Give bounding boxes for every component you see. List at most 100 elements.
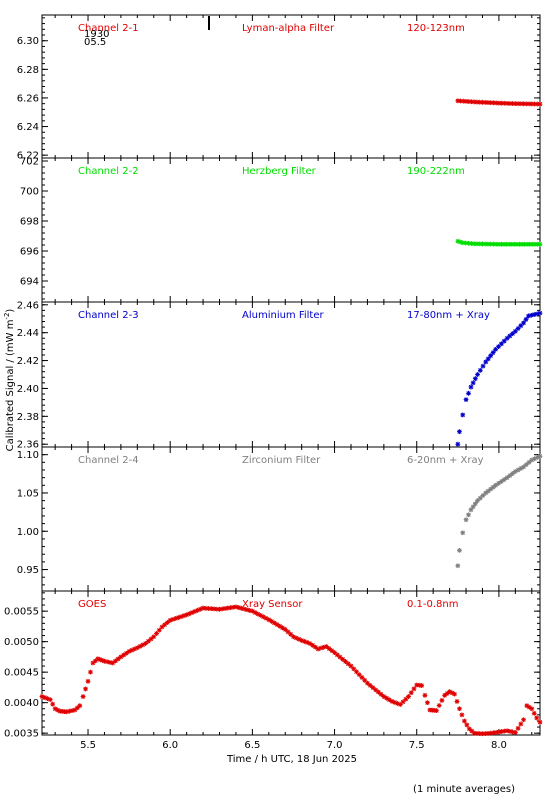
series-points bbox=[455, 98, 543, 107]
data-point bbox=[485, 488, 491, 494]
data-point bbox=[498, 479, 504, 484]
data-point bbox=[192, 609, 198, 614]
data-point bbox=[107, 659, 113, 665]
y-tick-label: 1.10 bbox=[17, 450, 39, 461]
data-point bbox=[526, 704, 532, 710]
data-point bbox=[104, 659, 110, 665]
data-point bbox=[532, 101, 537, 107]
data-point bbox=[507, 473, 513, 478]
panel-filter-label: Herzberg Filter bbox=[242, 166, 317, 177]
y-tick-label: 694 bbox=[20, 277, 39, 288]
data-point bbox=[529, 101, 535, 107]
data-point bbox=[537, 241, 543, 247]
data-point bbox=[480, 731, 485, 737]
data-point bbox=[123, 650, 129, 656]
data-point bbox=[510, 331, 516, 337]
data-point bbox=[504, 100, 510, 106]
data-point bbox=[408, 690, 414, 696]
data-point bbox=[115, 656, 121, 662]
data-point bbox=[77, 703, 83, 709]
data-point bbox=[458, 98, 463, 104]
data-point bbox=[72, 707, 78, 713]
data-point bbox=[126, 649, 132, 654]
data-point bbox=[485, 356, 491, 362]
data-point bbox=[302, 639, 307, 644]
y-tick-label: 1.05 bbox=[17, 488, 39, 499]
data-point bbox=[507, 728, 513, 734]
data-point bbox=[233, 604, 239, 610]
data-point bbox=[455, 98, 461, 104]
data-point bbox=[159, 624, 165, 630]
y-axis-label-exponent: -2 bbox=[3, 313, 11, 320]
data-point bbox=[507, 333, 513, 339]
data-point bbox=[475, 372, 480, 377]
data-point bbox=[321, 644, 326, 650]
data-point bbox=[452, 691, 457, 697]
data-point bbox=[134, 645, 140, 651]
data-point bbox=[312, 644, 318, 650]
data-point bbox=[518, 101, 524, 107]
data-point bbox=[200, 605, 206, 611]
panel-channel-label: Channel 2-2 bbox=[78, 166, 139, 177]
data-point bbox=[529, 457, 535, 463]
data-point bbox=[526, 313, 531, 319]
data-point bbox=[151, 634, 157, 640]
data-point bbox=[170, 616, 176, 622]
data-point bbox=[493, 482, 499, 488]
data-point bbox=[490, 350, 496, 355]
data-point bbox=[522, 241, 527, 247]
y-tick-label: 696 bbox=[20, 247, 39, 258]
data-point bbox=[496, 729, 502, 735]
data-point bbox=[501, 100, 507, 106]
data-point bbox=[488, 100, 494, 106]
data-point bbox=[527, 241, 533, 247]
corner-text-1: 1930 bbox=[84, 29, 109, 40]
data-point bbox=[83, 686, 88, 692]
data-point bbox=[504, 241, 510, 247]
data-point bbox=[460, 240, 466, 246]
data-point bbox=[535, 241, 540, 247]
data-point bbox=[457, 239, 463, 245]
data-point bbox=[480, 99, 485, 105]
data-point bbox=[288, 631, 294, 637]
x-tick-label: 6.5 bbox=[244, 740, 260, 751]
data-point bbox=[326, 646, 332, 651]
data-point bbox=[356, 672, 362, 677]
data-point bbox=[523, 462, 529, 468]
data-point bbox=[384, 695, 390, 701]
data-point bbox=[480, 493, 486, 498]
data-point bbox=[507, 101, 513, 106]
data-point bbox=[173, 616, 179, 621]
data-point bbox=[474, 99, 480, 105]
data-point bbox=[512, 469, 518, 474]
data-point bbox=[528, 312, 534, 318]
data-point bbox=[140, 642, 146, 648]
panel-frame bbox=[41, 157, 541, 303]
data-point bbox=[99, 657, 105, 663]
data-point bbox=[351, 666, 357, 672]
y-tick-label: 0.0040 bbox=[4, 698, 39, 709]
data-point bbox=[515, 326, 521, 331]
panel-band-label: 120-123nm bbox=[407, 23, 465, 34]
y-tick-label: 0.95 bbox=[17, 565, 39, 576]
data-point bbox=[186, 611, 192, 617]
data-point bbox=[365, 680, 370, 686]
data-point bbox=[323, 644, 329, 649]
panel-band-label: 6-20nm + Xray bbox=[407, 455, 484, 466]
data-point bbox=[260, 614, 266, 620]
data-point bbox=[444, 691, 450, 696]
data-point bbox=[206, 606, 211, 611]
data-point bbox=[118, 654, 124, 660]
panel-frame bbox=[41, 14, 541, 159]
y-tick-label: 2.44 bbox=[17, 328, 39, 339]
data-point bbox=[518, 323, 524, 329]
data-point bbox=[477, 495, 483, 501]
data-point bbox=[282, 627, 288, 632]
data-point bbox=[266, 617, 272, 623]
panel-2: 694 696 698 700 702 Channel 2-2 Herzberg Filte… bbox=[20, 157, 543, 303]
data-point bbox=[491, 241, 496, 247]
data-point bbox=[148, 636, 154, 642]
y-tick-label: 698 bbox=[20, 217, 39, 228]
data-point bbox=[447, 689, 453, 695]
y-tick-label: 1.00 bbox=[17, 527, 39, 538]
